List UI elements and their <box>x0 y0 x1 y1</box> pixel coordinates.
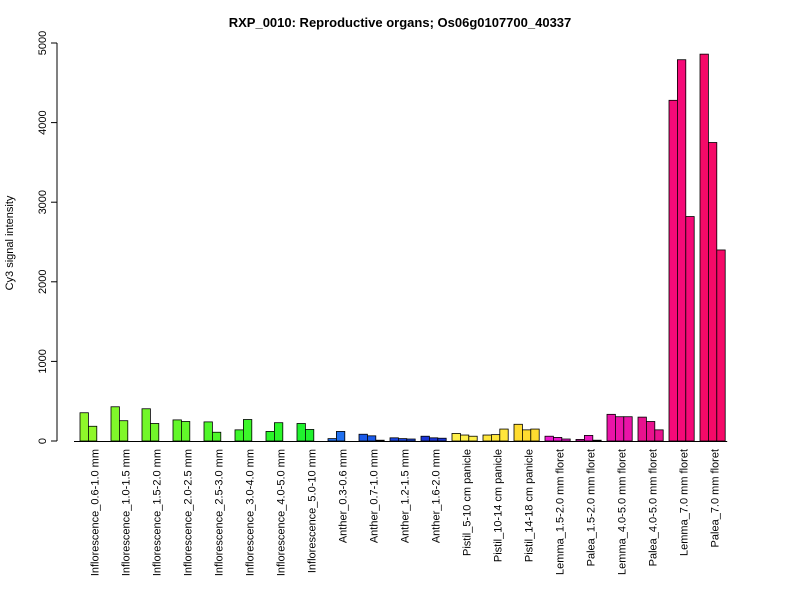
bar <box>180 421 191 442</box>
bar <box>499 428 509 442</box>
bar <box>544 435 554 442</box>
bar <box>490 434 501 442</box>
y-tick-label: 5000 <box>37 31 49 55</box>
bar <box>561 438 571 442</box>
bar <box>668 99 678 442</box>
x-tick-label: Anther_1.6-2.0 mm <box>431 449 443 543</box>
bar <box>437 437 447 442</box>
bar <box>389 437 399 442</box>
bar <box>623 416 633 442</box>
bar <box>482 434 492 442</box>
bar <box>592 439 602 442</box>
y-tick-label: 1000 <box>37 349 49 373</box>
bar <box>234 429 244 442</box>
y-tick-label: 4000 <box>37 110 49 134</box>
x-tick-label: Palea_1.5-2.0 mm floret <box>586 449 598 566</box>
bar <box>335 431 346 442</box>
bar <box>79 412 89 442</box>
x-tick-label: Lemma_7.0 mm floret <box>679 449 691 556</box>
bar <box>406 438 416 442</box>
x-tick-label: Inflorescence_2.5-3.0 mm <box>214 449 226 576</box>
bar <box>522 429 532 442</box>
bar <box>375 439 385 442</box>
bar <box>646 421 656 442</box>
bar <box>366 435 377 442</box>
bar <box>699 53 709 442</box>
bar <box>685 216 695 442</box>
bar <box>88 425 98 442</box>
bar <box>468 435 478 442</box>
bar <box>358 433 368 442</box>
bar <box>513 423 523 442</box>
y-axis: 0 1000 2000 3000 4000 5000 <box>37 31 58 444</box>
bar <box>397 438 408 442</box>
x-tick-label: Pistil_5-10 cm panicle <box>462 449 474 556</box>
x-tick-label: Lemma_1.5-2.0 mm floret <box>555 449 567 575</box>
bar <box>296 423 306 442</box>
bar <box>141 408 151 442</box>
bar <box>428 437 439 442</box>
x-tick-label: Inflorescence_0.6-1.0 mm <box>90 449 102 576</box>
x-tick-labels: Inflorescence_0.6-1.0 mm Inflorescence_1.… <box>90 449 722 576</box>
bar <box>606 413 616 442</box>
bar <box>242 419 253 442</box>
x-tick-label: Pistil_10-14 cm panicle <box>493 449 505 562</box>
x-tick-label: Lemma_4.0-5.0 mm floret <box>617 449 629 575</box>
y-tick-label: 3000 <box>37 190 49 214</box>
x-tick-label: Inflorescence_5.0-10 mm <box>307 449 319 573</box>
bar <box>615 416 625 442</box>
bar <box>654 429 664 442</box>
bar <box>211 431 222 442</box>
chart-title: RXP_0010: Reproductive organs; Os06g0107… <box>229 15 572 30</box>
bar <box>716 249 726 442</box>
bar <box>708 142 718 442</box>
x-tick-label: Inflorescence_1.5-2.0 mm <box>152 449 164 576</box>
bar <box>203 421 213 442</box>
x-tick-label: Palea_7.0 mm floret <box>710 449 722 547</box>
x-tick-label: Inflorescence_4.0-5.0 mm <box>276 449 288 576</box>
y-tick-label: 2000 <box>37 270 49 294</box>
bar <box>553 437 563 442</box>
x-tick-label: Inflorescence_1.0-1.5 mm <box>121 449 133 576</box>
x-tick-label: Pistil_14-18 cm panicle <box>524 449 536 562</box>
bar <box>451 433 461 442</box>
x-tick-label: Anther_1.2-1.5 mm <box>400 449 412 543</box>
x-tick-label: Inflorescence_3.0-4.0 mm <box>245 449 257 576</box>
bar <box>530 428 540 442</box>
bar <box>420 435 430 442</box>
bar <box>584 435 594 442</box>
y-tick-label: 0 <box>37 438 49 444</box>
bar <box>304 429 315 442</box>
bar <box>459 434 470 442</box>
bar <box>273 422 284 442</box>
y-axis-label: Cy3 signal intensity <box>4 195 16 290</box>
x-tick-label: Palea_4.0-5.0 mm floret <box>648 449 660 566</box>
bar <box>677 59 687 442</box>
bar <box>265 431 275 442</box>
x-tick-label: Anther_0.7-1.0 mm <box>369 449 381 543</box>
bar <box>110 406 120 442</box>
bar <box>119 420 129 442</box>
bar <box>575 439 585 442</box>
x-tick-label: Anther_0.3-0.6 mm <box>338 449 350 543</box>
bar <box>149 423 160 442</box>
bar <box>637 416 647 442</box>
x-tick-label: Inflorescence_2.0-2.5 mm <box>183 449 195 576</box>
bar <box>327 438 337 442</box>
bar <box>172 419 182 442</box>
bars <box>74 53 728 442</box>
